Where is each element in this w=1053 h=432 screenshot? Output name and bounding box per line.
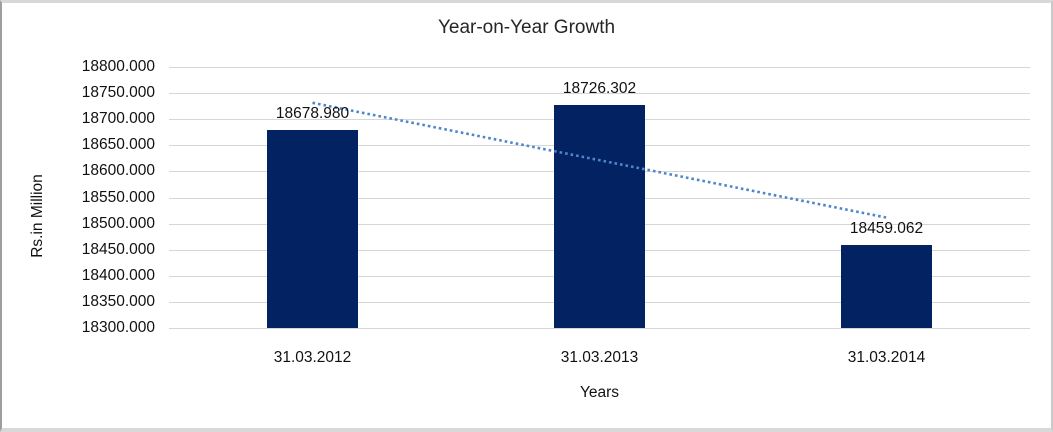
y-tick-label: 18450.000 [81, 240, 155, 258]
x-tick-label: 31.03.2013 [560, 349, 639, 366]
y-tick-label: 18600.000 [81, 162, 155, 180]
gridline [169, 67, 1030, 68]
data-label: 18459.062 [849, 219, 924, 237]
y-tick-label: 18550.000 [81, 188, 155, 206]
bar-31.03.2014 [841, 244, 932, 328]
y-tick-label: 18650.000 [81, 136, 155, 154]
data-label: 18678.980 [275, 105, 350, 123]
y-tick-label: 18700.000 [81, 110, 155, 128]
y-tick-label: 18300.000 [81, 319, 155, 336]
data-label: 18726.302 [562, 80, 637, 98]
x-tick-label: 31.03.2012 [273, 349, 352, 366]
x-axis-title: Years [579, 384, 620, 401]
y-tick-label: 18400.000 [81, 266, 155, 284]
gridline [169, 93, 1030, 95]
trendline [312, 101, 887, 219]
y-tick-label: 18350.000 [81, 292, 155, 310]
gridline [169, 328, 1030, 329]
y-tick-label: 18750.000 [81, 84, 155, 102]
plot-area: 18678.980 18726.302 18459.062 [169, 67, 1030, 329]
bar-31.03.2013 [554, 105, 645, 328]
chart-title: Year-on-Year Growth [437, 17, 616, 38]
y-tick-label: 18500.000 [81, 214, 155, 232]
y-tick-label: 18800.000 [81, 58, 155, 75]
bar-31.03.2012 [267, 130, 358, 328]
x-tick-label: 31.03.2014 [847, 349, 926, 366]
